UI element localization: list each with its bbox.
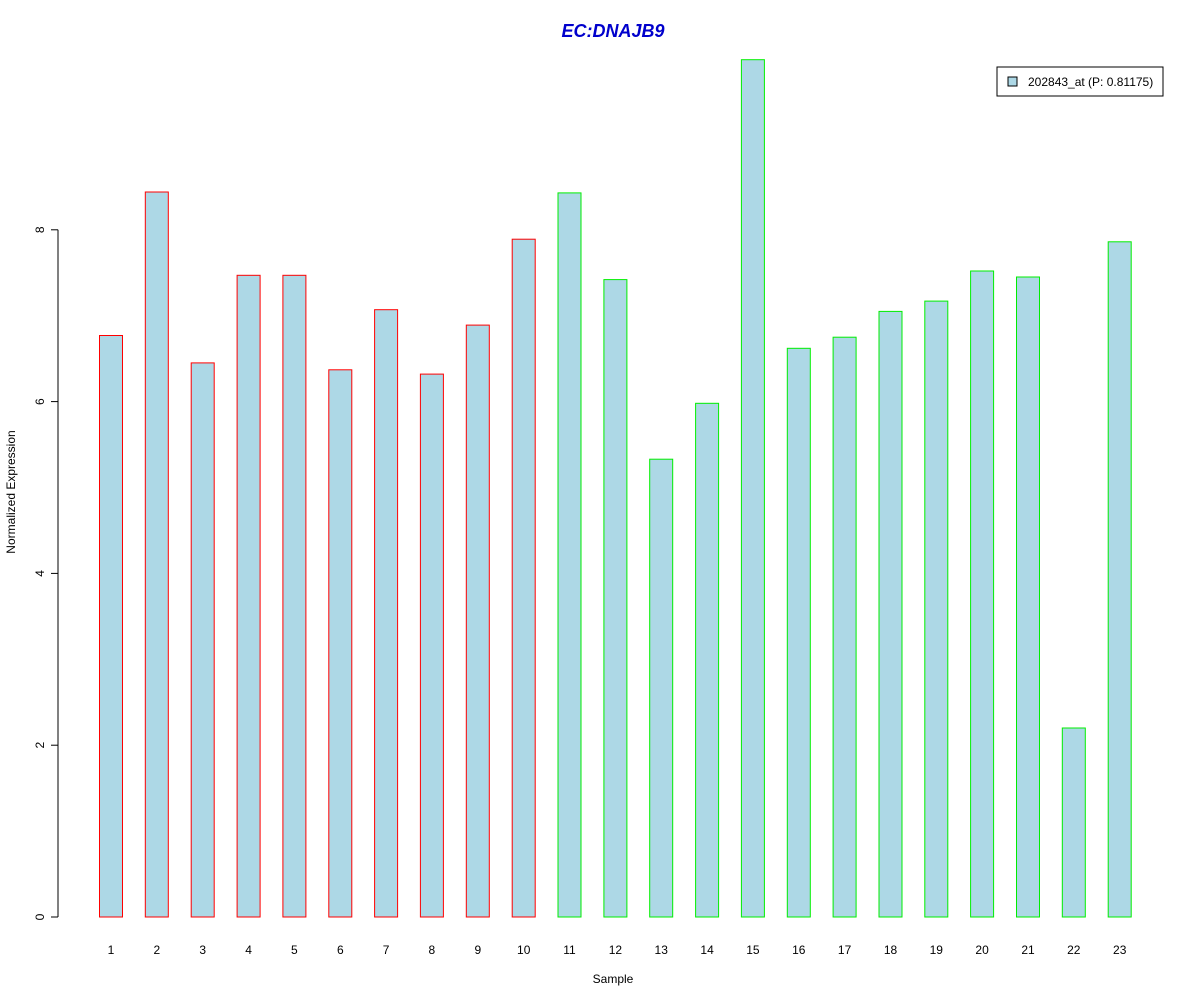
x-tick-label: 6 (337, 943, 344, 957)
y-axis-label: Normalized Expression (4, 430, 18, 553)
x-axis-label: Sample (593, 972, 634, 986)
bar-sample-11 (557, 192, 582, 918)
bar-sample-22 (1061, 727, 1086, 918)
x-tick-label: 8 (429, 943, 436, 957)
x-tick-label: 22 (1067, 943, 1081, 957)
y-axis: 0 2 4 6 8 (33, 226, 59, 920)
chart-title: EC:DNAJB9 (561, 21, 664, 41)
bar-sample-12 (603, 279, 628, 918)
bar-sample-15 (740, 59, 765, 918)
bar-sample-8 (419, 373, 444, 918)
bar-sample-2 (144, 191, 169, 918)
y-tick-label: 4 (33, 570, 47, 577)
x-tick-label: 13 (655, 943, 669, 957)
x-tick-label: 3 (199, 943, 206, 957)
bar-sample-17 (832, 336, 857, 918)
x-tick-label: 17 (838, 943, 852, 957)
legend-label: 202843_at (P: 0.81175) (1028, 75, 1153, 89)
x-tick-label: 5 (291, 943, 298, 957)
bar-sample-14 (695, 402, 720, 918)
bar-sample-6 (328, 369, 353, 918)
x-tick-label: 14 (700, 943, 714, 957)
x-tick-label: 15 (746, 943, 760, 957)
x-tick-label: 12 (609, 943, 623, 957)
legend-box (996, 66, 1164, 97)
legend-swatch (1007, 76, 1018, 87)
bar-sample-10 (511, 238, 536, 918)
y-tick-label: 8 (33, 226, 47, 233)
bar-sample-19 (924, 300, 949, 918)
bar-sample-20 (970, 270, 995, 918)
x-tick-label: 10 (517, 943, 531, 957)
x-tick-label: 21 (1021, 943, 1035, 957)
bar-sample-3 (190, 362, 215, 918)
y-tick-label: 2 (33, 742, 47, 749)
x-tick-label: 18 (884, 943, 898, 957)
bar-sample-1 (99, 335, 123, 918)
x-tick-label: 20 (975, 943, 989, 957)
x-tick-label: 1 (108, 943, 115, 957)
x-tick-labels: 1 2 3 4 5 6 7 8 9 10 11 12 13 14 15 16 17 18 19 20 21 22 23 (108, 943, 1127, 957)
bar-sample-9 (465, 324, 490, 918)
bar-sample-5 (282, 274, 307, 918)
x-tick-label: 7 (383, 943, 390, 957)
y-tick-label: 6 (33, 398, 47, 405)
bar-sample-21 (1016, 276, 1040, 918)
bar-sample-4 (236, 274, 261, 918)
bar-sample-13 (649, 458, 674, 918)
bar-sample-23 (1107, 241, 1132, 918)
x-tick-label: 9 (474, 943, 481, 957)
bar-sample-18 (878, 310, 903, 918)
x-tick-label: 19 (930, 943, 944, 957)
bar-sample-16 (786, 347, 811, 918)
bar-sample-7 (374, 309, 399, 918)
x-tick-label: 2 (153, 943, 160, 957)
x-tick-label: 11 (563, 943, 576, 957)
y-tick-label: 0 (33, 913, 47, 920)
x-tick-label: 16 (792, 943, 806, 957)
x-tick-label: 23 (1113, 943, 1127, 957)
x-tick-label: 4 (245, 943, 252, 957)
legend: 202843_at (P: 0.81175) (996, 66, 1164, 97)
bars-group (99, 59, 1132, 918)
